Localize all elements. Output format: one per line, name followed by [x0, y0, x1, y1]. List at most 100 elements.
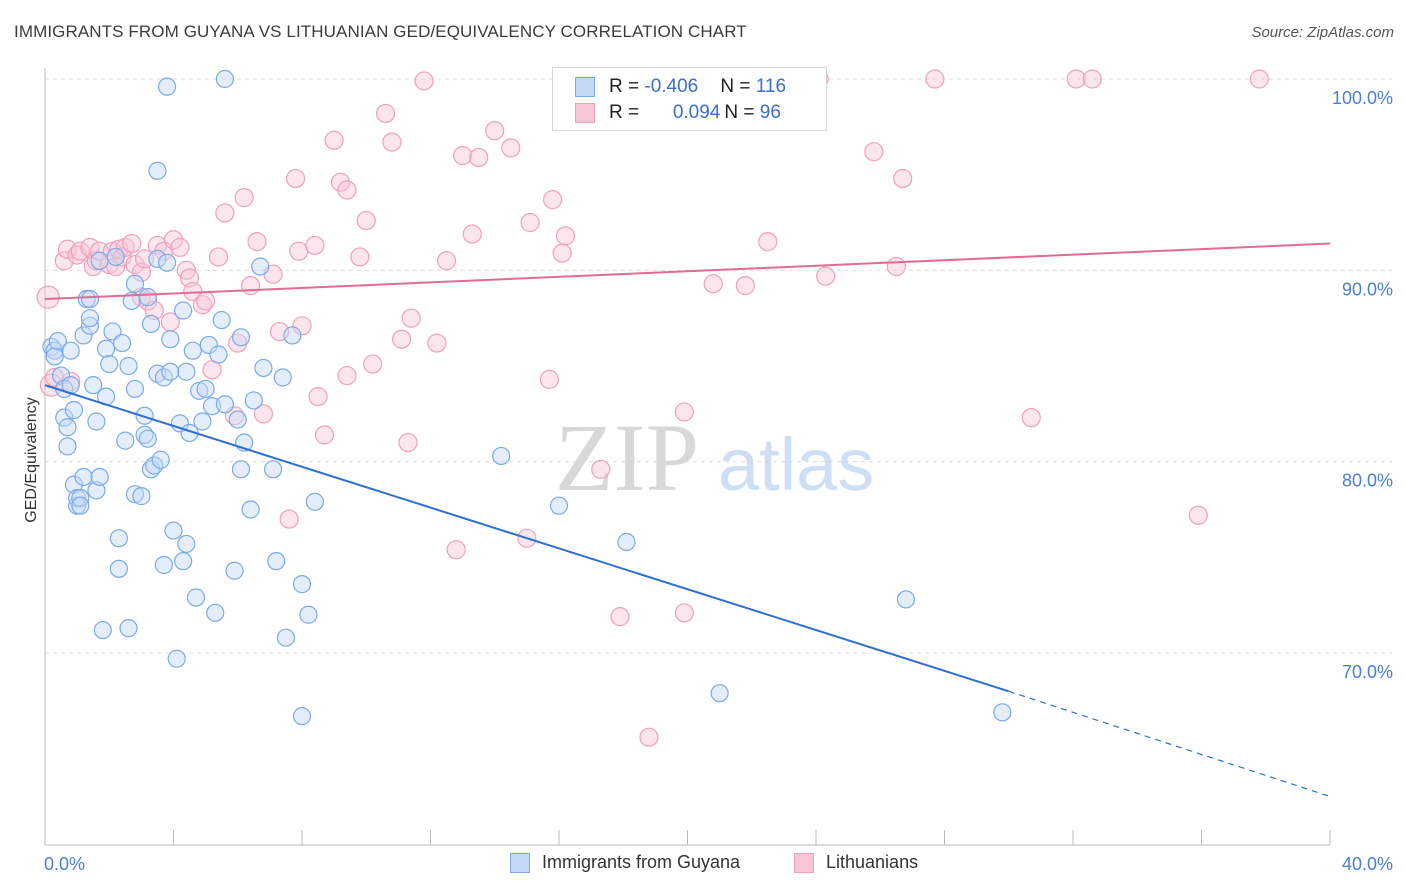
guyana-point — [263, 460, 283, 479]
guyana-point — [225, 561, 244, 580]
guyana-point — [206, 603, 225, 622]
guyana-point — [174, 301, 193, 320]
guyana-point — [116, 431, 135, 450]
guyana-point — [292, 707, 312, 726]
lithuanians-point — [356, 210, 376, 231]
lithuanians-point — [170, 237, 190, 257]
lithuanians-point — [138, 291, 158, 311]
lithuanians-point — [1249, 69, 1269, 89]
lithuanians-point — [125, 254, 145, 275]
x-tick-label-min: 0.0% — [44, 854, 85, 874]
legend-r-value: 0.094 — [672, 102, 721, 123]
lithuanians-point — [1021, 408, 1041, 428]
guyana-point — [74, 467, 93, 487]
lithuanians-point — [703, 274, 723, 294]
lithuanians-point — [886, 256, 906, 277]
legend-r-label: R = — [609, 76, 645, 97]
legend-swatch-pink — [794, 852, 814, 873]
lithuanians-point — [610, 607, 630, 627]
y-tick-label: 70.0% — [1342, 662, 1393, 682]
lithuanians-point — [925, 69, 945, 89]
lithuanians-point — [401, 308, 421, 328]
legend-row-guyana: R = -0.406 N = 116 — [575, 75, 786, 99]
lithuanians-point — [1066, 69, 1086, 89]
guyana-point — [132, 487, 151, 506]
series-guyana-points — [42, 69, 1012, 726]
y-tick-label: 90.0% — [1342, 279, 1393, 299]
lithuanians-point — [375, 103, 396, 124]
lithuanians-point — [639, 727, 659, 747]
lithuanians-point — [350, 247, 370, 267]
guyana-point — [183, 341, 202, 360]
lithuanians-point — [324, 130, 344, 150]
lithuanians-point — [234, 188, 254, 208]
guyana-point — [96, 339, 116, 358]
guyana-point — [61, 341, 80, 360]
guyana-point — [161, 362, 180, 381]
lithuanians-point — [485, 121, 505, 141]
legend-n-value: 116 — [755, 76, 787, 97]
y-axis-label: GED/Equivalency — [23, 397, 40, 522]
axis-labels: 70.0% 80.0% 90.0% 100.0% 0.0% 40.0% GED/Equiva… — [23, 88, 1393, 874]
guyana-point — [251, 257, 270, 276]
guyana-point — [273, 368, 292, 387]
lithuanians-point — [337, 365, 357, 386]
lithuanians-point — [289, 241, 309, 261]
guyana-point — [196, 379, 215, 399]
lithuanians-point — [285, 168, 306, 189]
guyana-point — [492, 446, 511, 466]
guyana-point — [148, 249, 167, 268]
guyana-point — [154, 555, 173, 575]
legend-series-name: Lithuanians — [826, 852, 919, 872]
lithuanians-point — [735, 276, 755, 296]
lithuanians-point — [816, 266, 836, 286]
watermark-atlas: atlas — [718, 423, 874, 506]
guyana-point — [993, 703, 1012, 722]
lithuanians-point — [215, 203, 235, 223]
guyana-point — [157, 77, 177, 96]
legend-n-value: 96 — [759, 102, 781, 123]
lithuanians-point — [241, 276, 261, 296]
guyana-trend-line — [44, 384, 1010, 693]
legend-row-lithuanians: R = 0.094 N = 96 — [575, 101, 781, 125]
guyana-point — [119, 356, 138, 376]
guyana-point — [112, 333, 132, 353]
guyana-point — [305, 492, 324, 511]
legend-item-lithuanians: Lithuanians — [794, 852, 918, 873]
legend-series-name: Immigrants from Guyana — [542, 852, 741, 872]
chart-title: IMMIGRANTS FROM GUYANA VS LITHUANIAN GED… — [14, 22, 747, 41]
guyana-point — [84, 376, 103, 395]
lithuanians-point — [196, 291, 216, 311]
guyana-point — [177, 534, 196, 554]
guyana-point — [157, 253, 177, 272]
guyana-point — [215, 69, 234, 89]
guyana-point — [167, 649, 186, 668]
watermark-zip: ZIP — [555, 404, 699, 511]
guyana-point — [212, 310, 231, 330]
legend-item-guyana: Immigrants from Guyana — [510, 852, 740, 873]
lithuanians-point — [555, 226, 576, 246]
guyana-point — [138, 429, 157, 448]
grid — [45, 78, 1392, 654]
legend-n-label: N = — [724, 102, 760, 123]
lithuanians-point — [893, 168, 913, 189]
guyana-point — [299, 605, 318, 624]
guyana-point — [109, 529, 128, 548]
lithuanians-point — [382, 132, 402, 152]
guyana-point — [710, 684, 729, 703]
guyana-point — [244, 391, 263, 410]
lithuanians-point — [462, 224, 482, 244]
lithuanians-point — [122, 233, 142, 254]
guyana-point — [174, 552, 193, 571]
lithuanians-point — [446, 540, 466, 560]
guyana-point — [228, 410, 247, 429]
guyana-point — [80, 316, 100, 335]
y-tick-label: 100.0% — [1332, 88, 1393, 108]
lithuanians-point — [436, 251, 457, 271]
lithuanians-point — [163, 230, 184, 250]
lithuanians-point — [70, 241, 90, 261]
guyana-point — [241, 500, 260, 519]
guyana-point — [45, 341, 64, 360]
guyana-point — [100, 354, 119, 374]
trend-lines — [44, 242, 1331, 798]
